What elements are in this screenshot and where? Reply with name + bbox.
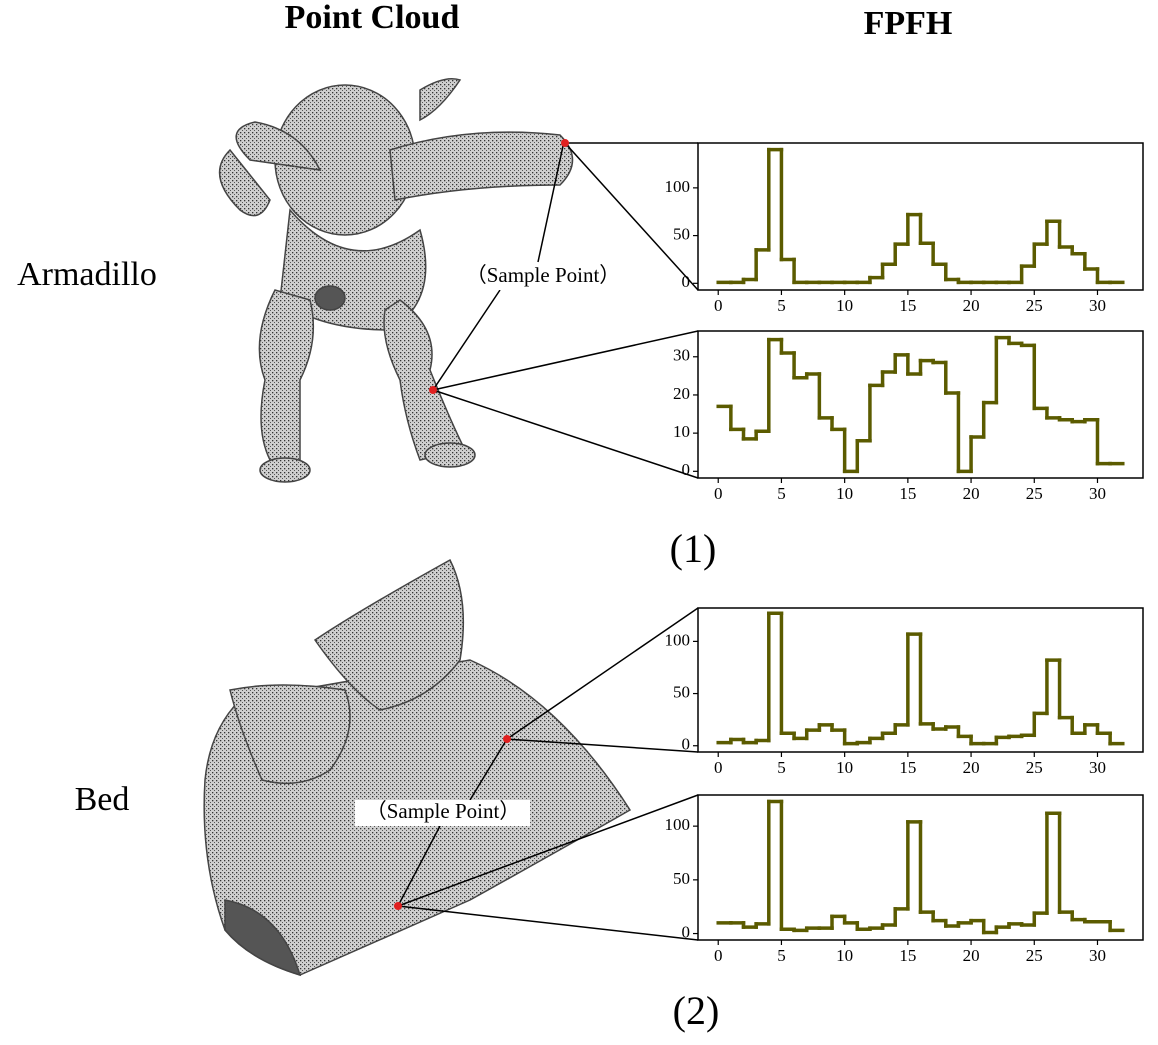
y-tick-label: 50 <box>673 682 690 701</box>
x-tick-label: 5 <box>777 484 786 503</box>
column-title: FPFH <box>864 5 953 42</box>
x-tick-label: 0 <box>714 946 723 965</box>
y-tick-label: 100 <box>665 815 691 834</box>
x-tick-label: 25 <box>1026 484 1043 503</box>
x-tick-label: 20 <box>963 484 980 503</box>
y-tick-label: 20 <box>673 384 690 403</box>
y-tick-label: 50 <box>673 224 690 243</box>
label-bg <box>355 800 530 826</box>
x-tick-label: 25 <box>1026 758 1043 777</box>
y-tick-label: 100 <box>665 630 691 649</box>
axes-frame <box>697 794 1144 941</box>
x-tick-label: 5 <box>777 946 786 965</box>
y-tick-label: 30 <box>673 346 690 365</box>
bed-cloud <box>203 558 632 977</box>
x-tick-label: 0 <box>714 758 723 777</box>
x-tick-label: 0 <box>714 296 723 315</box>
x-tick-label: 10 <box>836 484 853 503</box>
x-tick-label: 25 <box>1026 946 1043 965</box>
x-tick-label: 20 <box>963 758 980 777</box>
x-tick-label: 15 <box>899 296 916 315</box>
x-tick-label: 25 <box>1026 296 1043 315</box>
x-tick-label: 20 <box>963 296 980 315</box>
sample-points <box>394 139 569 910</box>
x-tick-label: 30 <box>1089 484 1106 503</box>
label-bg <box>458 264 628 290</box>
y-tick-label: 0 <box>682 460 691 479</box>
x-tick-label: 15 <box>899 758 916 777</box>
annotation: （Sample Point） <box>366 799 521 823</box>
y-tick-label: 0 <box>682 922 691 941</box>
y-tick-label: 100 <box>665 177 691 196</box>
x-tick-label: 30 <box>1089 758 1106 777</box>
x-tick-label: 15 <box>899 484 916 503</box>
annotation: （Sample Point） <box>466 263 621 287</box>
x-tick-label: 0 <box>714 484 723 503</box>
x-tick-label: 30 <box>1089 296 1106 315</box>
axes-frame <box>697 607 1144 753</box>
y-tick-label: 50 <box>673 869 690 888</box>
connectors <box>397 142 699 941</box>
x-tick-label: 15 <box>899 946 916 965</box>
caption: (1) <box>670 526 717 571</box>
x-tick-label: 30 <box>1089 946 1106 965</box>
x-tick-label: 10 <box>836 946 853 965</box>
axes-frame <box>697 330 1144 479</box>
caption: (2) <box>673 988 720 1033</box>
y-tick-label: 10 <box>673 422 690 441</box>
y-tick-label: 0 <box>682 272 691 291</box>
x-tick-label: 20 <box>963 946 980 965</box>
armadillo-cloud <box>218 78 574 483</box>
axes-frame <box>697 142 1144 291</box>
x-tick-label: 10 <box>836 296 853 315</box>
y-tick-label: 0 <box>682 735 691 754</box>
row-label: Armadillo <box>17 256 157 293</box>
column-title: Point Cloud <box>285 0 460 36</box>
x-tick-label: 5 <box>777 296 786 315</box>
row-label: Bed <box>75 781 130 818</box>
x-tick-label: 5 <box>777 758 786 777</box>
x-tick-label: 10 <box>836 758 853 777</box>
